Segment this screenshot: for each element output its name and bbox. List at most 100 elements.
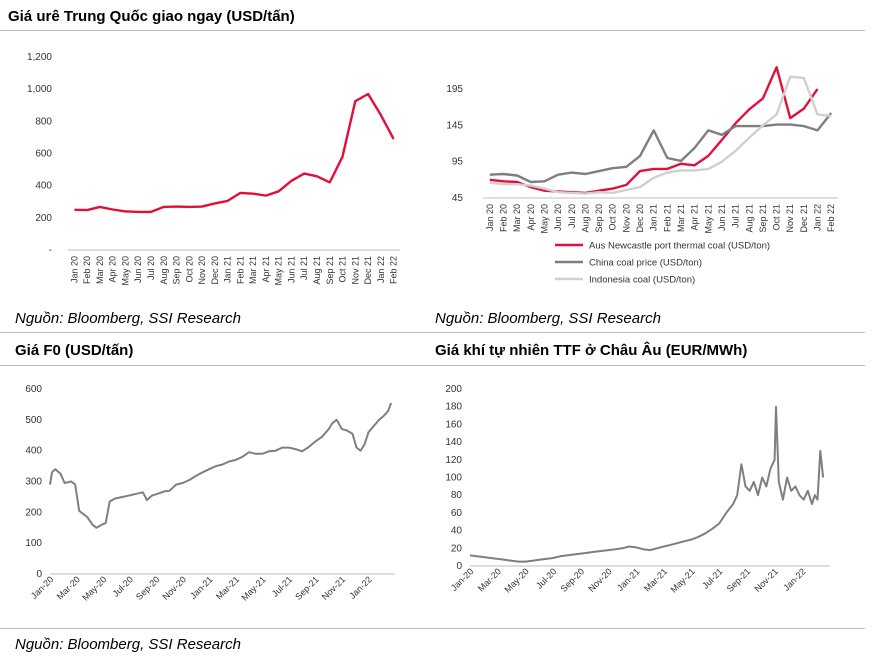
fo-y-tick: 400 [25,446,42,457]
ttf-x-tick: May-20 [503,566,531,594]
coal-x-tick: Feb 20 [498,204,508,232]
ttf-x-tick: Jul-20 [534,566,558,590]
urea-x-tick: Dec 20 [210,256,220,285]
urea-x-tick: Mar 20 [95,256,105,284]
coal-legend-label-1: China coal price (USD/ton) [589,258,702,269]
fo-x-tick: Jan-22 [347,574,374,601]
coal-x-tick: Sep 21 [758,204,768,233]
coal-x-tick: Dec 20 [635,204,645,233]
urea-y-tick: 800 [35,116,52,127]
fo-series-line-0 [49,402,392,529]
ttf-x-tick: Sep-21 [725,566,753,594]
urea-chart-title: Giá urê Trung Quốc giao ngay (USD/tấn) [8,8,295,25]
lower-divider [0,365,865,366]
bottom-divider [0,628,865,629]
urea-x-tick: Nov 21 [350,256,360,285]
fo-x-tick: Jul-21 [270,574,294,598]
fo-chart-title: Giá F0 (USD/tấn) [15,342,134,359]
urea-y-tick: 600 [35,149,52,160]
urea-x-tick: Feb 21 [235,256,245,284]
ttf-y-tick: 180 [445,402,462,413]
ttf-y-tick: 200 [445,384,462,395]
ttf-x-tick: Jan-22 [781,566,808,593]
urea-x-tick: May 20 [120,256,130,286]
source-note-bottom: Nguồn: Bloomberg, SSI Research [15,636,241,653]
urea-x-tick: Jun 21 [286,256,296,283]
urea-x-tick: Mar 21 [248,256,258,284]
ttf-x-tick: Nov-21 [752,566,780,594]
fo-x-tick: Mar-20 [55,574,82,601]
urea-x-tick: Apr 20 [108,256,118,283]
ttf-chart-title: Giá khí tự nhiên TTF ở Châu Âu (EUR/MWh) [435,342,748,359]
urea-x-tick: Jan 21 [223,256,233,283]
coal-x-tick: Nov 20 [621,204,631,233]
ttf-y-tick: 80 [451,490,463,501]
coal-y-tick: 195 [446,84,463,95]
urea-x-tick: Nov 20 [197,256,207,285]
urea-x-tick: Jan 22 [376,256,386,283]
urea-x-tick: Jul 20 [146,256,156,280]
urea-x-tick: Sep 21 [325,256,335,285]
ttf-x-tick: Nov-20 [586,566,614,594]
coal-x-tick: Feb 22 [826,204,836,232]
coal-x-tick: Mar 20 [512,204,522,232]
urea-y-tick: 400 [35,181,52,192]
ttf-x-tick: Jul-21 [700,566,724,590]
ttf-x-tick: Sep-20 [559,566,587,594]
urea-x-tick: Apr 21 [261,256,271,283]
urea-y-tick: - [49,245,52,256]
fo-x-tick: Sep-21 [293,574,321,602]
ttf-x-tick: Mar-20 [476,566,503,593]
coal-x-tick: Jun 21 [717,204,727,231]
coal-x-tick: Nov 21 [785,204,795,233]
coal-x-tick: Dec 21 [799,204,809,233]
coal-x-tick: Apr 21 [690,204,700,231]
coal-series-line-0 [489,66,819,195]
ttf-y-tick: 100 [445,473,462,484]
fo-x-tick: Jul-20 [111,574,135,598]
top-divider [0,30,865,31]
source-note-top-left: Nguồn: Bloomberg, SSI Research [15,310,241,327]
urea-x-tick: Jul 21 [299,256,309,280]
coal-legend-label-2: Indonesia coal (USD/ton) [589,275,695,286]
fo-y-tick: 100 [25,538,42,549]
urea-y-tick: 200 [35,213,52,224]
fo-y-tick: 200 [25,507,42,518]
ttf-y-tick: 140 [445,437,462,448]
ttf-y-tick: 120 [445,455,462,466]
coal-series-line-2 [489,75,832,195]
urea-x-tick: Feb 22 [389,256,399,284]
ttf-y-tick: 160 [445,419,462,430]
coal-x-tick: Apr 20 [526,204,536,231]
coal-series-line-1 [489,112,833,184]
coal-y-tick: 145 [446,120,463,131]
coal-x-tick: May 20 [539,204,549,234]
urea-x-tick: Jun 20 [133,256,143,283]
fo-y-tick: 300 [25,477,42,488]
ttf-x-tick: Jan-21 [615,566,642,593]
ttf-x-tick: Mar-21 [642,566,669,593]
fo-y-tick: 500 [25,415,42,426]
coal-y-tick: 95 [452,157,464,168]
urea-y-tick: 1,200 [27,52,52,63]
ttf-y-tick: 0 [456,561,462,572]
urea-y-tick: 1,000 [27,84,52,95]
ttf-y-tick: 40 [451,526,463,537]
coal-legend-label-0: Aus Newcastle port thermal coal (USD/ton… [589,241,770,252]
urea-x-tick: May 21 [274,256,284,286]
ttf-y-tick: 60 [451,508,463,519]
coal-x-tick: Jul 20 [567,204,577,228]
urea-x-tick: Dec 21 [363,256,373,285]
fo-x-tick: May-21 [239,574,267,602]
fo-y-tick: 600 [25,384,42,395]
urea-x-tick: Sep 20 [172,256,182,285]
fo-y-tick: 0 [36,569,42,580]
coal-y-tick: 45 [452,193,464,204]
coal-x-tick: May 21 [703,204,713,234]
coal-x-tick: Sep 20 [594,204,604,233]
urea-x-tick: Oct 20 [184,256,194,283]
fo-x-tick: Mar-21 [214,574,241,601]
coal-x-tick: Mar 21 [676,204,686,232]
coal-x-tick: Jun 20 [553,204,563,231]
fo-x-tick: Jan-20 [29,574,56,601]
